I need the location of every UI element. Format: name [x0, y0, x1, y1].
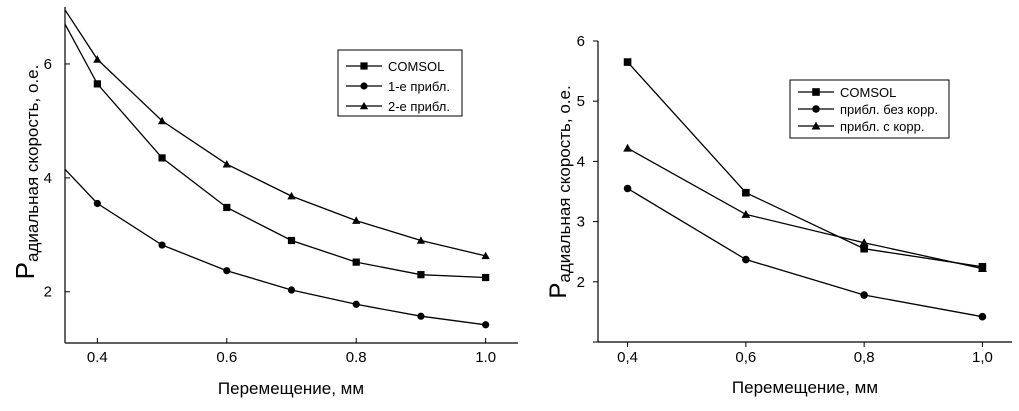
- y-tick-label: 4: [577, 153, 585, 170]
- data-point-square: [158, 154, 166, 162]
- x-axis-title: Перемещение, мм: [218, 379, 364, 398]
- data-point-triangle: [978, 264, 987, 273]
- y-tick-label: 5: [577, 93, 585, 110]
- y-axis-title: Радиальная скорость, о.е.: [545, 85, 574, 298]
- x-tick-label: 0.8: [346, 349, 367, 366]
- data-point-square: [417, 271, 425, 279]
- legend-marker-circle: [812, 105, 820, 113]
- data-point-circle: [93, 199, 101, 208]
- data-point-square: [287, 236, 296, 245]
- y-axis-title-initial: Р: [545, 283, 572, 299]
- x-tick-label: 0,8: [854, 349, 875, 366]
- legend-label: 1-е прибл.: [388, 79, 450, 94]
- data-point-circle: [860, 291, 868, 299]
- data-point-triangle: [287, 191, 296, 200]
- data-point-circle: [158, 241, 166, 249]
- legend: COMSOL 1-е прибл. 2-е прибл.: [337, 49, 463, 117]
- data-point-circle: [482, 321, 490, 329]
- data-point-circle: [352, 300, 360, 308]
- y-tick-label: 6: [577, 33, 585, 50]
- data-point-circle: [742, 255, 750, 264]
- x-tick-label: 0.4: [87, 349, 108, 366]
- y-tick-label: 3: [577, 214, 585, 231]
- data-point-circle: [223, 267, 231, 275]
- left-chart: 0.4 0.6 0.8 1.0 2 4 6 Перемещение, мм Радиальная…: [10, 7, 518, 398]
- data-point-triangle: [623, 143, 632, 152]
- data-point-circle: [978, 312, 987, 321]
- x-axis-title: Перемещение, мм: [732, 378, 878, 397]
- data-point-triangle: [859, 238, 869, 247]
- y-axis-title-initial: Р: [10, 262, 40, 279]
- series-line-circle: [627, 187, 983, 318]
- data-point-triangle: [352, 216, 361, 224]
- legend-marker-circle: [360, 82, 368, 90]
- data-point-circle: [623, 184, 632, 193]
- legend-marker-triangle: [359, 101, 369, 110]
- y-axis-title-rest: адиальная скорость, о.е.: [555, 85, 574, 282]
- y-tick-label: 4: [44, 170, 52, 187]
- legend-marker-triangle: [811, 121, 821, 130]
- legend-label: COMSOL: [388, 59, 444, 74]
- data-point-circle: [417, 312, 425, 320]
- legend-marker-square: [812, 88, 820, 96]
- series-line-square: [627, 61, 983, 268]
- data-point-triangle: [741, 210, 751, 218]
- series-line-triangle: [64, 9, 486, 257]
- legend: COMSOL прибл. без корр. прибл. с корр.: [789, 79, 950, 139]
- y-tick-label: 6: [44, 56, 52, 73]
- data-point-circle: [287, 286, 296, 294]
- y-tick-label: 2: [577, 274, 585, 291]
- legend-marker-square: [360, 62, 368, 70]
- data-point-square: [623, 58, 632, 66]
- x-tick-label: 1,0: [972, 349, 993, 366]
- data-point-square: [93, 80, 101, 88]
- x-tick-label: 0.6: [216, 349, 237, 366]
- data-point-square: [352, 258, 360, 266]
- series-line-circle: [64, 168, 486, 326]
- x-tick-label: 1.0: [475, 349, 496, 366]
- data-point-square: [860, 244, 868, 253]
- y-tick-label: 2: [44, 284, 52, 301]
- x-tick-label: 0,6: [735, 349, 756, 366]
- legend-label: 2-е прибл.: [388, 99, 450, 114]
- legend-label: COMSOL: [840, 85, 896, 100]
- series-line-triangle: [627, 147, 983, 270]
- data-point-triangle: [481, 251, 490, 260]
- y-axis-title: Радиальная скорость, о.е.: [10, 65, 42, 280]
- data-point-square: [223, 203, 231, 212]
- data-point-triangle: [416, 236, 426, 244]
- y-axis-title-rest: адиальная скорость, о.е.: [23, 65, 42, 262]
- legend-box: [337, 49, 463, 117]
- data-point-square: [482, 273, 490, 282]
- data-point-triangle: [222, 160, 231, 168]
- data-point-triangle: [93, 55, 102, 63]
- right-chart: 0,4 0,6 0,8 1,0 2 3 4 5 6 Перемещение, мм Радиальн…: [545, 33, 1012, 397]
- data-point-triangle: [157, 116, 167, 125]
- legend-label: прибл. без корр.: [840, 102, 938, 117]
- legend-label: прибл. с корр.: [840, 119, 924, 134]
- series-line-square: [64, 23, 486, 279]
- data-point-square: [742, 188, 750, 197]
- x-tick-label: 0,4: [617, 349, 638, 366]
